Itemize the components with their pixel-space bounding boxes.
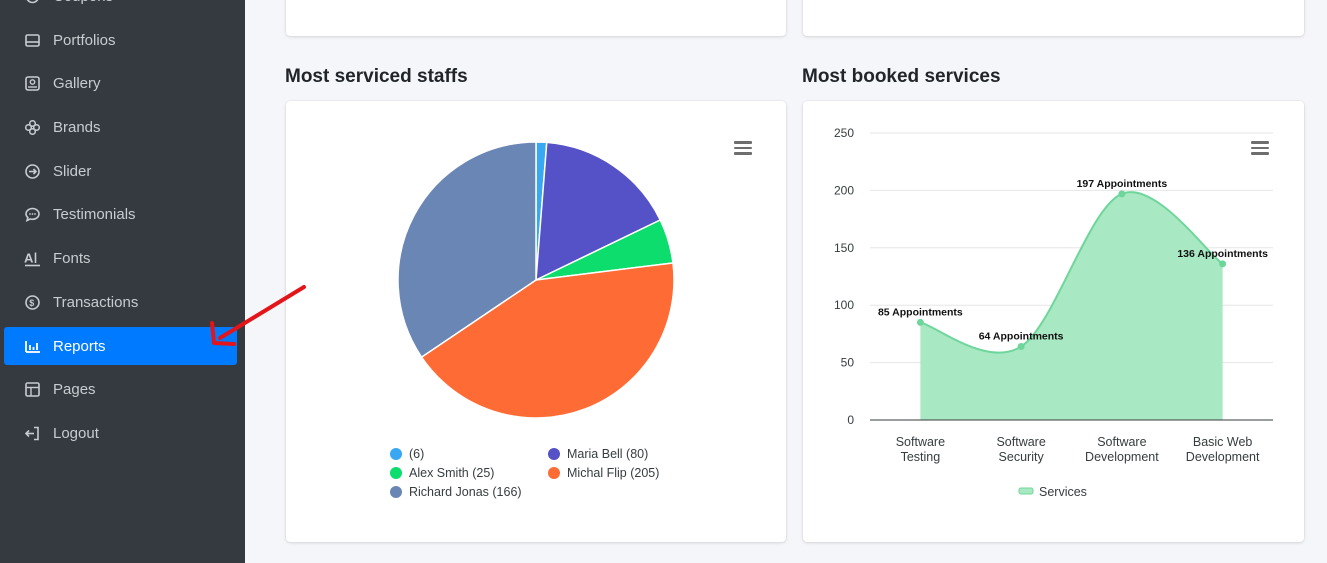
- sidebar-item-transactions[interactable]: $ Transactions: [4, 283, 237, 321]
- x-tick-label: Software Development: [1085, 435, 1159, 464]
- sidebar: Coupons Portfolios Gallery Brands Slider Test…: [0, 0, 245, 563]
- svg-text:A: A: [24, 250, 34, 265]
- sidebar-item-label: Brands: [53, 118, 101, 136]
- sidebar-item-fonts[interactable]: A Fonts: [4, 239, 237, 277]
- gallery-icon: [24, 75, 41, 92]
- legend-item[interactable]: (6): [390, 447, 424, 461]
- coupon-icon: [24, 0, 41, 5]
- staff-pie-chart: [397, 141, 675, 419]
- sidebar-item-logout[interactable]: Logout: [4, 414, 237, 452]
- fonts-icon: A: [24, 250, 41, 267]
- bar-chart-icon: [24, 338, 41, 355]
- x-tick-label: Basic Web Development: [1186, 435, 1260, 464]
- x-tick-label: Software Testing: [896, 435, 945, 464]
- data-label: 136 Appointments: [1177, 248, 1268, 260]
- sidebar-item-label: Transactions: [53, 293, 139, 311]
- legend-marker-icon: [548, 467, 560, 479]
- legend-marker-icon: [548, 448, 560, 460]
- legend-item[interactable]: Richard Jonas (166): [390, 485, 522, 499]
- top-card-left: [286, 0, 786, 36]
- x-tick-label: Software Security: [996, 435, 1045, 464]
- legend-label: Michal Flip (205): [567, 466, 660, 480]
- pages-icon: [24, 381, 41, 398]
- sidebar-item-slider[interactable]: Slider: [4, 152, 237, 190]
- services-chart-menu-icon[interactable]: [1251, 141, 1269, 155]
- y-tick-label: 250: [834, 126, 854, 140]
- sidebar-item-brands[interactable]: Brands: [4, 108, 237, 146]
- y-tick-label: 150: [834, 241, 854, 255]
- staff-chart-card: (6) Maria Bell (80) Alex Smith (25) Michal …: [286, 101, 786, 542]
- sidebar-item-portfolios[interactable]: Portfolios: [4, 21, 237, 59]
- data-label: 197 Appointments: [1077, 178, 1168, 190]
- sidebar-item-pages[interactable]: Pages: [4, 370, 237, 408]
- svg-text:$: $: [29, 298, 34, 308]
- sidebar-item-label: Portfolios: [53, 31, 116, 49]
- services-card-title: Most booked services: [802, 66, 1001, 87]
- sidebar-item-reports[interactable]: Reports: [4, 327, 237, 365]
- sidebar-item-label: Gallery: [53, 74, 101, 92]
- portfolio-icon: [24, 32, 41, 49]
- sidebar-item-gallery[interactable]: Gallery: [4, 64, 237, 102]
- staff-card-title: Most serviced staffs: [285, 66, 468, 87]
- legend-item[interactable]: Michal Flip (205): [548, 466, 659, 480]
- annotation-arrow: [210, 285, 306, 346]
- legend-marker-icon: [1018, 487, 1034, 495]
- legend-marker-icon: [390, 448, 402, 460]
- brands-icon: [24, 119, 41, 136]
- services-legend[interactable]: Services: [1018, 485, 1087, 499]
- y-tick-label: 0: [847, 413, 854, 427]
- sidebar-item-label: Fonts: [53, 249, 91, 267]
- legend-label: Alex Smith (25): [409, 466, 495, 480]
- legend-marker-icon: [390, 486, 402, 498]
- data-label: 85 Appointments: [878, 306, 963, 318]
- top-card-right: [803, 0, 1304, 36]
- pie-slice[interactable]: [397, 141, 537, 359]
- sidebar-item-coupons[interactable]: Coupons: [4, 0, 237, 15]
- legend-label: Services: [1039, 485, 1087, 499]
- legend-label: Maria Bell (80): [567, 447, 649, 461]
- sidebar-item-label: Slider: [53, 162, 92, 180]
- sidebar-item-label: Testimonials: [53, 205, 136, 223]
- data-point[interactable]: [1118, 190, 1126, 198]
- services-line: [920, 191, 1224, 354]
- y-tick-label: 50: [841, 356, 855, 370]
- sidebar-item-testimonials[interactable]: Testimonials: [4, 195, 237, 233]
- sidebar-item-label: Pages: [53, 380, 96, 398]
- sidebar-item-label: Logout: [53, 424, 99, 442]
- slider-icon: [24, 163, 41, 180]
- sidebar-item-label: Coupons: [53, 0, 113, 5]
- pie-slice[interactable]: [420, 262, 675, 419]
- services-area-chart: 0 50 100 150 200 250 85 Appointments 64 Appoint…: [834, 126, 1273, 499]
- legend-marker-icon: [390, 467, 402, 479]
- legend-label: (6): [409, 447, 425, 461]
- data-point[interactable]: [1017, 343, 1025, 351]
- logout-icon: [24, 425, 41, 442]
- y-tick-label: 200: [834, 183, 854, 197]
- data-label: 64 Appointments: [979, 331, 1064, 343]
- chat-icon: [24, 206, 41, 223]
- staff-chart-menu-icon[interactable]: [734, 141, 752, 155]
- legend-item[interactable]: Alex Smith (25): [390, 466, 494, 480]
- legend-item[interactable]: Maria Bell (80): [548, 447, 648, 461]
- services-area: [920, 192, 1223, 420]
- services-chart-card: 0 50 100 150 200 250 85 Appointments 64 Appoint…: [803, 101, 1304, 542]
- transactions-icon: $: [24, 294, 41, 311]
- pie-slice[interactable]: [535, 141, 662, 282]
- y-tick-label: 100: [834, 298, 854, 312]
- sidebar-item-label: Reports: [53, 337, 106, 355]
- legend-label: Richard Jonas (166): [409, 485, 522, 499]
- data-point[interactable]: [916, 318, 924, 326]
- data-point[interactable]: [1219, 260, 1227, 268]
